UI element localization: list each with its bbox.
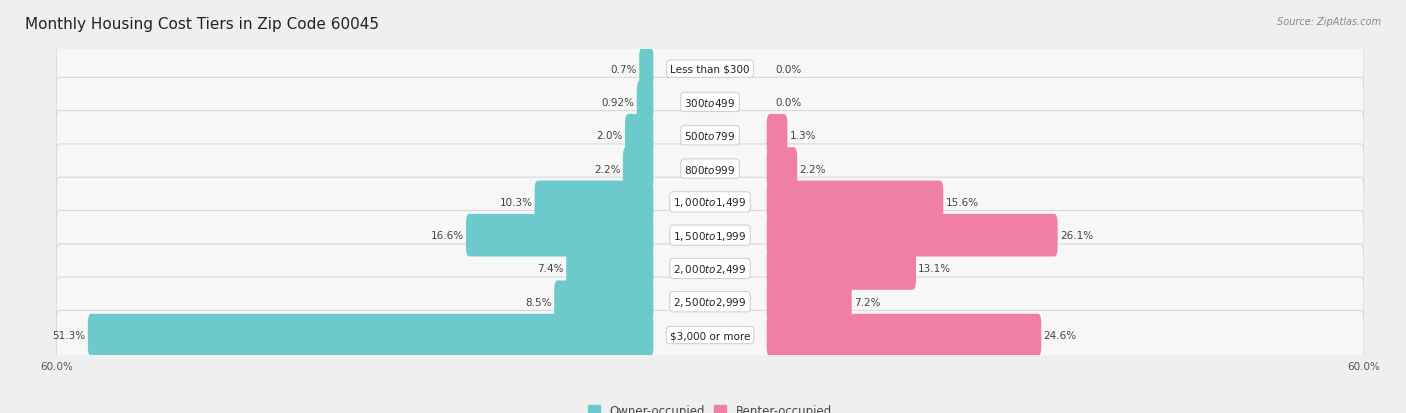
Text: 16.6%: 16.6% [430, 230, 464, 241]
FancyBboxPatch shape [554, 281, 654, 323]
FancyBboxPatch shape [56, 244, 1364, 293]
Text: 13.1%: 13.1% [918, 264, 952, 274]
FancyBboxPatch shape [766, 181, 943, 223]
FancyBboxPatch shape [766, 247, 915, 290]
Text: 2.0%: 2.0% [596, 131, 623, 141]
FancyBboxPatch shape [56, 145, 1364, 194]
Text: 0.0%: 0.0% [776, 98, 801, 108]
Text: $500 to $799: $500 to $799 [685, 130, 735, 142]
FancyBboxPatch shape [766, 314, 1042, 356]
FancyBboxPatch shape [465, 214, 654, 257]
Legend: Owner-occupied, Renter-occupied: Owner-occupied, Renter-occupied [588, 404, 832, 413]
FancyBboxPatch shape [56, 78, 1364, 127]
FancyBboxPatch shape [56, 278, 1364, 327]
Text: $300 to $499: $300 to $499 [685, 97, 735, 109]
FancyBboxPatch shape [56, 112, 1364, 161]
Text: Source: ZipAtlas.com: Source: ZipAtlas.com [1277, 17, 1381, 26]
Text: 24.6%: 24.6% [1043, 330, 1077, 340]
FancyBboxPatch shape [623, 148, 654, 190]
FancyBboxPatch shape [567, 247, 654, 290]
FancyBboxPatch shape [56, 45, 1364, 94]
FancyBboxPatch shape [766, 115, 787, 157]
Text: 0.7%: 0.7% [610, 64, 637, 74]
FancyBboxPatch shape [56, 311, 1364, 360]
Text: 1.3%: 1.3% [790, 131, 815, 141]
Text: 0.92%: 0.92% [602, 98, 634, 108]
FancyBboxPatch shape [534, 181, 654, 223]
Text: $2,000 to $2,499: $2,000 to $2,499 [673, 262, 747, 275]
FancyBboxPatch shape [766, 214, 1057, 257]
Text: $2,500 to $2,999: $2,500 to $2,999 [673, 296, 747, 309]
Text: 2.2%: 2.2% [800, 164, 825, 174]
FancyBboxPatch shape [637, 81, 654, 124]
Text: Monthly Housing Cost Tiers in Zip Code 60045: Monthly Housing Cost Tiers in Zip Code 6… [25, 17, 380, 31]
Text: 8.5%: 8.5% [526, 297, 553, 307]
Text: $3,000 or more: $3,000 or more [669, 330, 751, 340]
Text: 10.3%: 10.3% [499, 197, 533, 207]
Text: 51.3%: 51.3% [52, 330, 86, 340]
Text: $1,000 to $1,499: $1,000 to $1,499 [673, 196, 747, 209]
Text: $1,500 to $1,999: $1,500 to $1,999 [673, 229, 747, 242]
FancyBboxPatch shape [87, 314, 654, 356]
Text: 2.2%: 2.2% [595, 164, 620, 174]
FancyBboxPatch shape [626, 115, 654, 157]
FancyBboxPatch shape [766, 148, 797, 190]
FancyBboxPatch shape [766, 281, 852, 323]
Text: 26.1%: 26.1% [1060, 230, 1092, 241]
FancyBboxPatch shape [56, 178, 1364, 227]
FancyBboxPatch shape [640, 48, 654, 91]
Text: $800 to $999: $800 to $999 [685, 163, 735, 175]
Text: Less than $300: Less than $300 [671, 64, 749, 74]
Text: 7.4%: 7.4% [537, 264, 564, 274]
Text: 15.6%: 15.6% [945, 197, 979, 207]
Text: 7.2%: 7.2% [853, 297, 880, 307]
Text: 0.0%: 0.0% [776, 64, 801, 74]
FancyBboxPatch shape [56, 211, 1364, 260]
